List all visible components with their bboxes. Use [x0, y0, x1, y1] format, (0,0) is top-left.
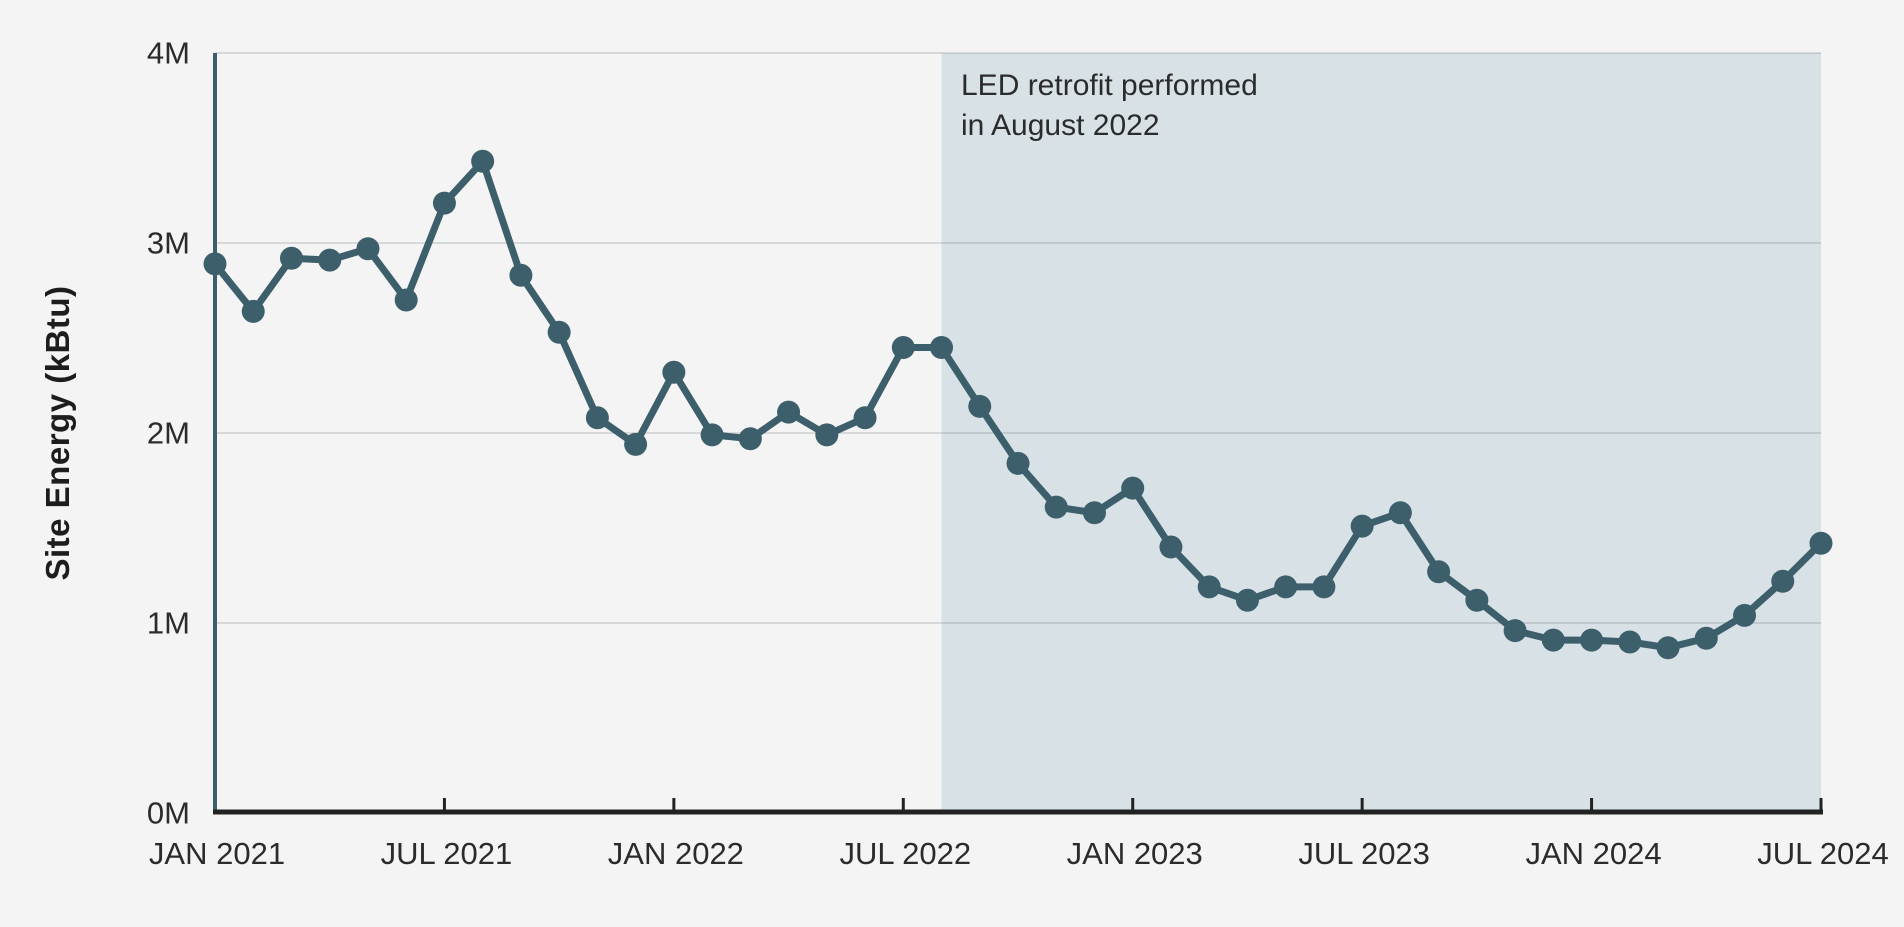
data-point	[471, 149, 495, 173]
data-point	[1465, 588, 1489, 612]
data-point	[777, 400, 801, 424]
data-point	[1006, 451, 1030, 475]
x-tick-label: JAN 2023	[1067, 836, 1203, 871]
data-point	[1350, 514, 1374, 538]
y-axis-title: Site Energy (kBtu)	[39, 285, 76, 581]
data-point	[815, 423, 839, 447]
x-tick-label: JUL 2022	[840, 836, 972, 871]
data-point	[1580, 628, 1604, 652]
data-point	[1541, 628, 1565, 652]
data-point	[1159, 535, 1183, 559]
y-tick-label: 1M	[147, 606, 190, 641]
data-point	[1694, 626, 1718, 650]
data-point	[1809, 531, 1833, 555]
data-point	[241, 299, 265, 323]
data-point	[279, 246, 303, 270]
data-point	[1427, 560, 1451, 584]
data-point	[1733, 603, 1757, 627]
data-point	[1197, 575, 1221, 599]
retrofit-shaded-region	[941, 53, 1821, 813]
x-tick-label: JUL 2024	[1757, 836, 1889, 871]
x-tick-label: JUL 2021	[381, 836, 513, 871]
data-point	[356, 237, 380, 261]
data-point	[432, 191, 456, 215]
data-point	[738, 427, 762, 451]
data-point	[203, 252, 227, 276]
retrofit-annotation: LED retrofit performed in August 2022	[961, 66, 1258, 146]
y-tick-label: 4M	[147, 36, 190, 71]
data-point	[1121, 476, 1145, 500]
retrofit-annotation-line2: in August 2022	[961, 109, 1160, 142]
data-point	[1618, 630, 1642, 654]
data-point	[1274, 575, 1298, 599]
data-point	[1235, 588, 1259, 612]
data-point	[1044, 495, 1068, 519]
x-tick-label: JAN 2022	[608, 836, 744, 871]
data-point	[1082, 501, 1106, 525]
retrofit-annotation-line1: LED retrofit performed	[961, 69, 1258, 102]
data-point	[891, 336, 915, 359]
data-point	[509, 263, 533, 287]
x-tick-label: JAN 2021	[149, 836, 285, 871]
data-point	[930, 336, 954, 359]
data-point	[700, 423, 724, 447]
data-point	[318, 248, 342, 272]
data-point	[968, 394, 992, 418]
y-tick-label: 3M	[147, 226, 190, 261]
data-point	[662, 360, 686, 384]
data-point	[585, 406, 609, 430]
data-point	[624, 432, 648, 456]
data-point	[1388, 501, 1412, 525]
y-tick-label: 2M	[147, 416, 190, 451]
x-tick-label: JAN 2024	[1526, 836, 1662, 871]
x-tick-label: JUL 2023	[1298, 836, 1430, 871]
data-point	[1771, 569, 1795, 593]
y-tick-label: 0M	[147, 796, 190, 831]
data-point	[1312, 575, 1336, 599]
data-point	[547, 320, 571, 344]
data-point	[1656, 636, 1680, 660]
data-point	[394, 288, 418, 312]
data-point	[1503, 619, 1527, 643]
data-point	[853, 406, 877, 430]
